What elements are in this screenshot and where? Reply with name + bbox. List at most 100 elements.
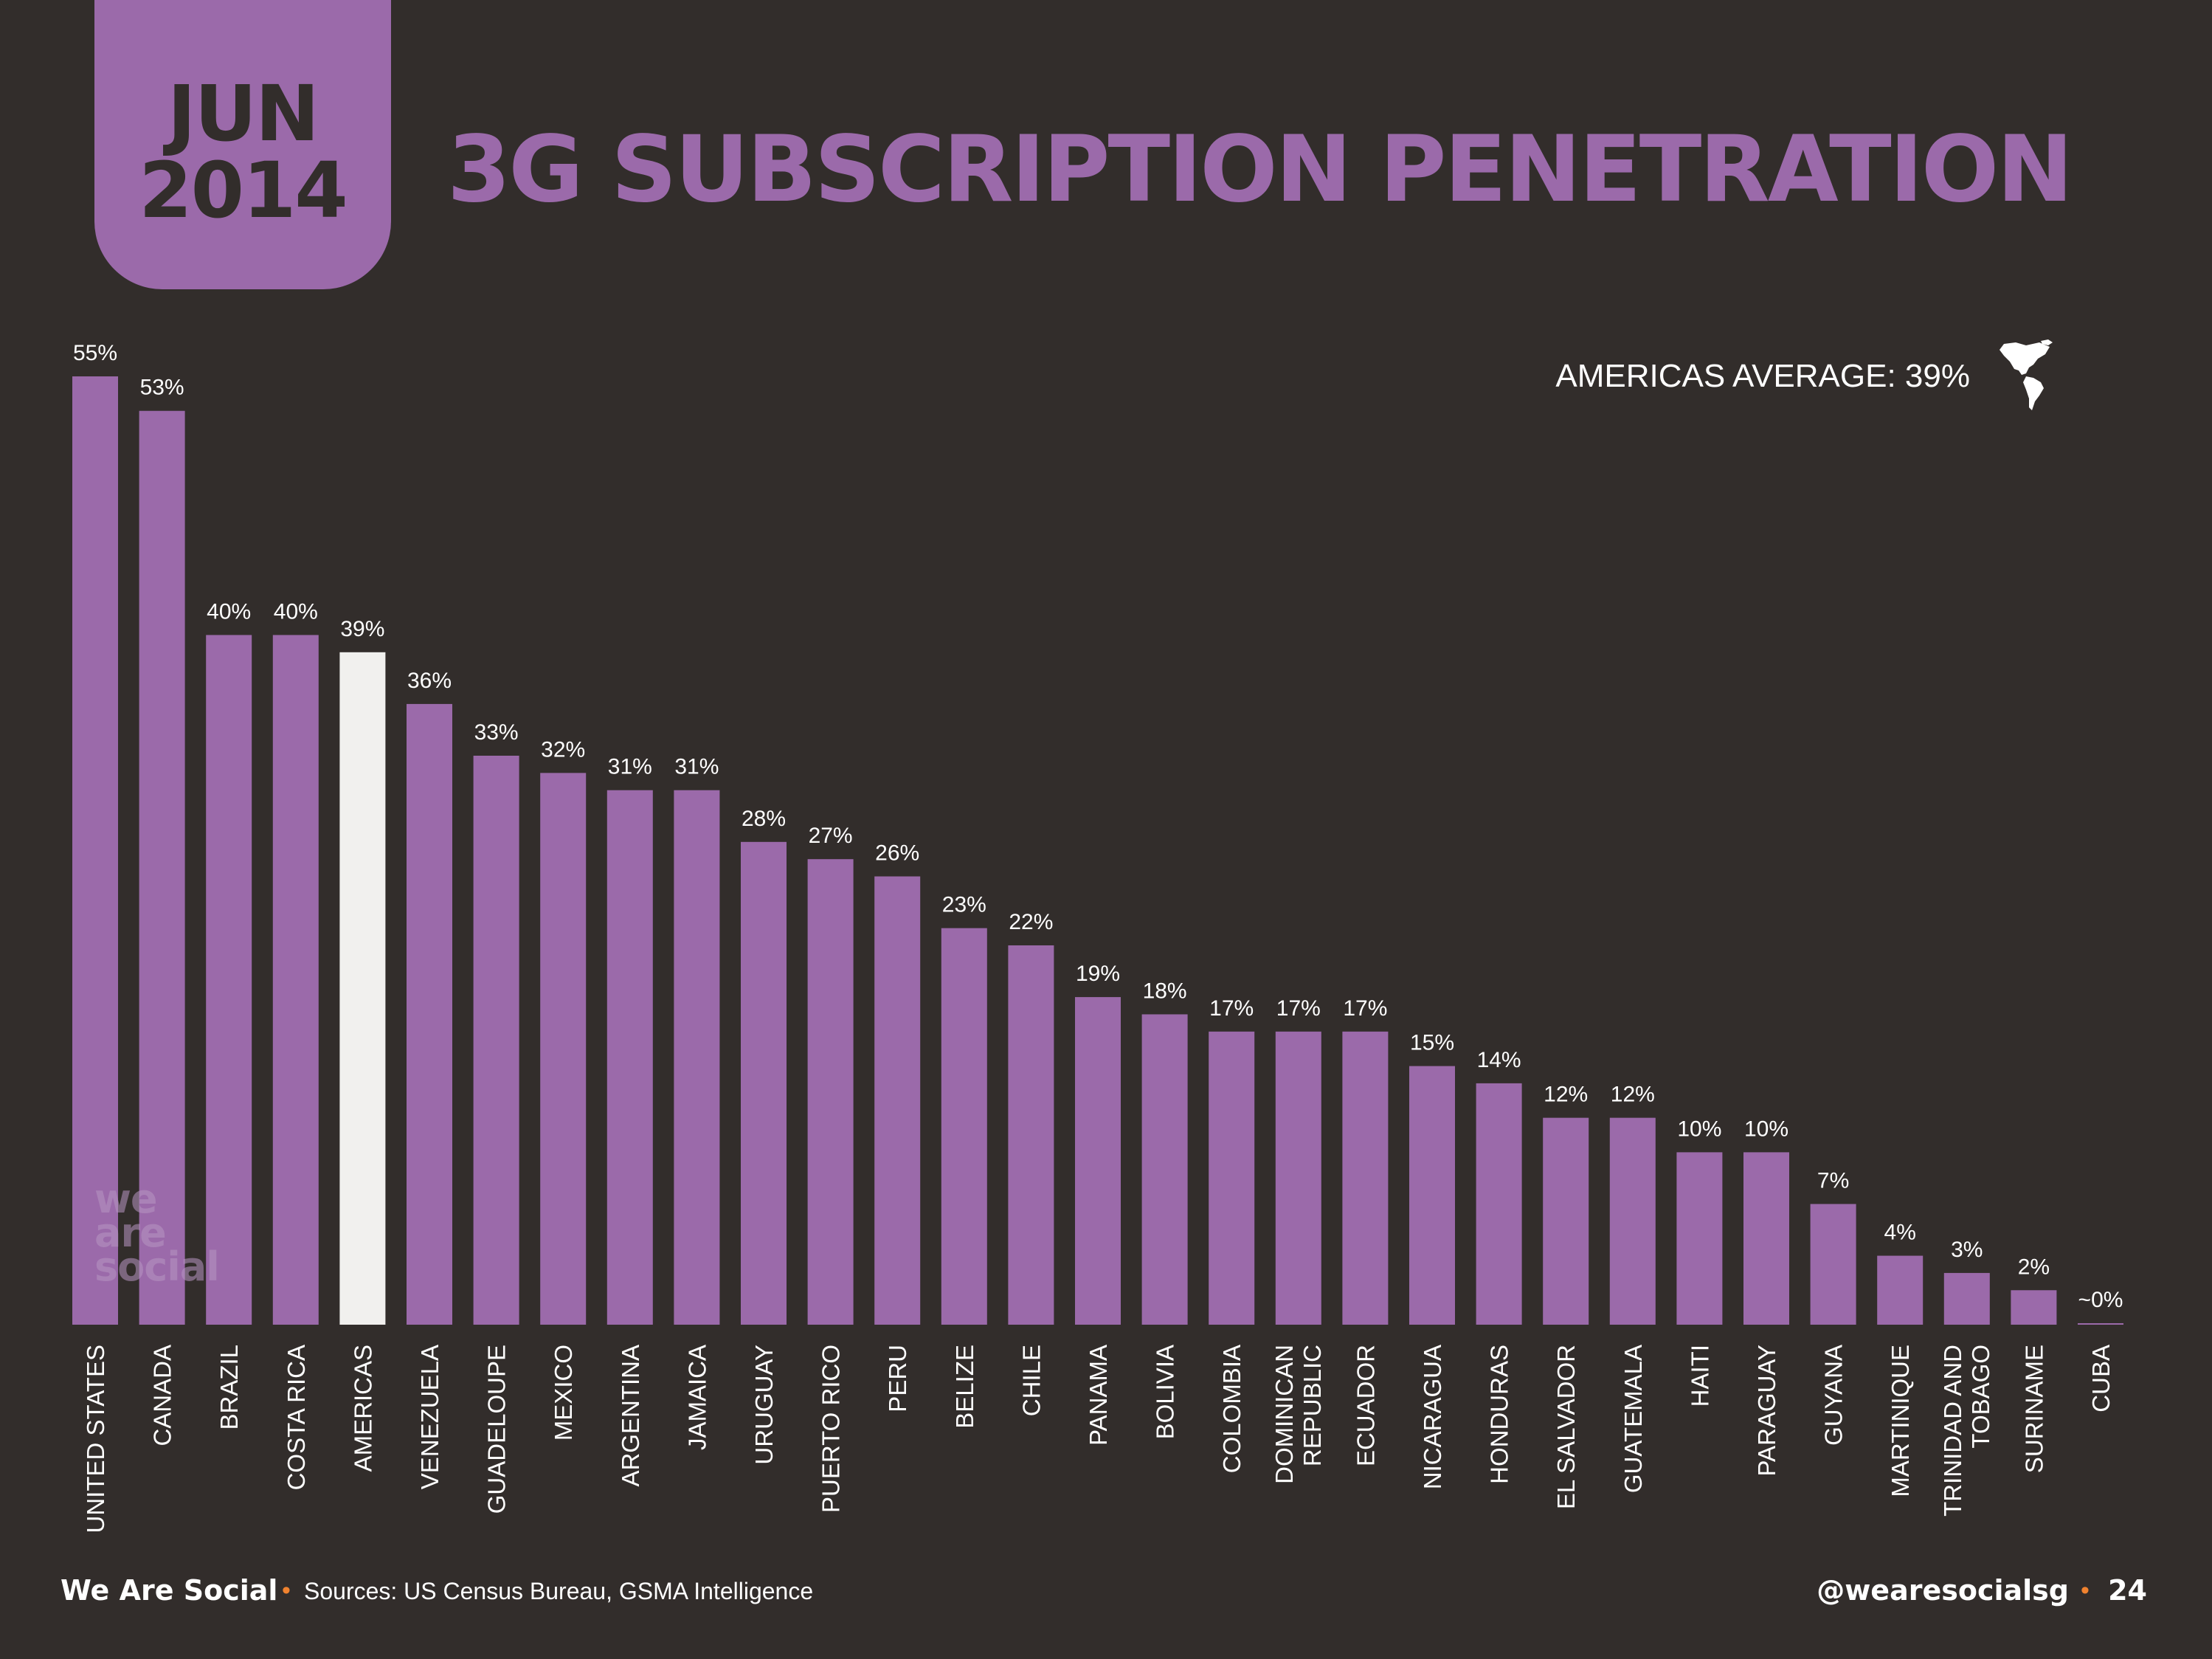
- category-label-line: URUGUAY: [750, 1345, 778, 1465]
- value-label: 4%: [1884, 1221, 1916, 1245]
- bar-americas: [339, 652, 386, 1325]
- footer-handle: @wearesocialsg: [1817, 1574, 2069, 1607]
- we-are-social-watermark: we are social: [94, 1179, 220, 1290]
- category-label: HONDURAS: [1486, 1345, 1513, 1484]
- value-label: 55%: [73, 341, 117, 365]
- category-label-line: CANADA: [149, 1345, 176, 1446]
- bar-trinidad-and-tobago: [1943, 1272, 1990, 1325]
- category-label-line: MEXICO: [550, 1345, 577, 1441]
- category-label-line: NICARAGUA: [1419, 1345, 1446, 1489]
- date-year: 2014: [139, 145, 348, 235]
- value-label: 28%: [742, 807, 786, 831]
- value-label: 33%: [474, 720, 519, 745]
- value-label: 10%: [1677, 1117, 1721, 1141]
- value-label: 14%: [1477, 1048, 1521, 1072]
- bar-belize: [941, 928, 987, 1325]
- value-label: ~0%: [2078, 1288, 2123, 1312]
- bar-guatemala: [1609, 1117, 1656, 1325]
- category-label-line: PUERTO RICO: [818, 1345, 845, 1513]
- value-label: 36%: [407, 669, 452, 693]
- category-label: AMERICAS: [349, 1345, 376, 1472]
- category-label: URUGUAY: [750, 1345, 778, 1465]
- category-label-line: MARTINIQUE: [1887, 1345, 1914, 1497]
- bar-guadeloupe: [473, 756, 519, 1325]
- value-label: 2%: [2018, 1255, 2050, 1279]
- category-label-line: TRINIDAD AND: [1939, 1345, 1966, 1517]
- category-label: GUYANA: [1820, 1345, 1848, 1446]
- category-label-line: BELIZE: [951, 1345, 978, 1429]
- category-label-line: COSTA RICA: [283, 1345, 310, 1490]
- footer-sources: Sources: US Census Bureau, GSMA Intellig…: [304, 1578, 814, 1604]
- category-label-line: DOMINICAN: [1271, 1345, 1298, 1484]
- category-label: MEXICO: [550, 1345, 577, 1441]
- category-label: PERU: [884, 1345, 911, 1413]
- category-label-line: GUATEMALA: [1620, 1345, 1647, 1493]
- category-label-line: PARAGUAY: [1753, 1345, 1780, 1477]
- separator-dot: •: [2081, 1576, 2090, 1604]
- category-label: COLOMBIA: [1218, 1345, 1245, 1473]
- date-badge: JUN 2014: [94, 0, 391, 289]
- category-label: BELIZE: [951, 1345, 978, 1429]
- category-label: GUATEMALA: [1620, 1345, 1647, 1493]
- category-label: BRAZIL: [215, 1345, 243, 1430]
- americas-map-icon: [2000, 339, 2053, 410]
- category-label: VENEZUELA: [416, 1345, 443, 1489]
- value-label: 26%: [875, 841, 919, 866]
- category-label: JAMAICA: [683, 1345, 711, 1450]
- bar-cuba: [2078, 1323, 2123, 1325]
- bar-jamaica: [674, 790, 720, 1325]
- category-label: NICARAGUA: [1419, 1345, 1446, 1489]
- value-label: 15%: [1410, 1031, 1454, 1055]
- value-label: 17%: [1209, 996, 1254, 1021]
- bar-el-salvador: [1543, 1117, 1589, 1325]
- category-label: PUERTO RICO: [818, 1345, 845, 1513]
- separator-dot: •: [282, 1576, 291, 1604]
- value-label: 10%: [1744, 1117, 1788, 1141]
- category-label-line: PERU: [884, 1345, 911, 1413]
- category-label: HAITI: [1686, 1345, 1713, 1407]
- category-label-line: VENEZUELA: [416, 1345, 443, 1489]
- category-label: ECUADOR: [1352, 1345, 1379, 1466]
- category-label-line: CHILE: [1017, 1345, 1045, 1416]
- bar-honduras: [1476, 1083, 1522, 1325]
- category-label-line: BOLIVIA: [1152, 1345, 1179, 1439]
- category-label: CHILE: [1017, 1345, 1045, 1416]
- bar-argentina: [606, 790, 653, 1325]
- category-label: PARAGUAY: [1753, 1345, 1780, 1477]
- watermark-line: social: [94, 1244, 220, 1290]
- bar-haiti: [1676, 1152, 1723, 1325]
- value-label: 39%: [340, 617, 384, 641]
- category-label-line: REPUBLIC: [1299, 1345, 1326, 1466]
- page-number: 24: [2108, 1574, 2147, 1607]
- value-label: 40%: [207, 599, 251, 624]
- category-label-line: PANAMA: [1085, 1345, 1112, 1446]
- category-label: ARGENTINA: [617, 1345, 644, 1487]
- category-label: DOMINICAN REPUBLIC: [1271, 1345, 1326, 1484]
- category-label-line: AMERICAS: [349, 1345, 376, 1472]
- category-label-line: ECUADOR: [1352, 1345, 1379, 1466]
- bar-uruguay: [741, 841, 787, 1325]
- bar-chile: [1008, 945, 1054, 1325]
- bar-united-states: [72, 376, 118, 1325]
- bar-colombia: [1209, 1031, 1255, 1325]
- category-label: PANAMA: [1085, 1345, 1112, 1446]
- category-label: CUBA: [2087, 1345, 2115, 1413]
- category-label-line: BRAZIL: [215, 1345, 243, 1430]
- category-label: BOLIVIA: [1152, 1345, 1179, 1439]
- bar-guyana: [1810, 1204, 1856, 1325]
- bar-brazil: [206, 635, 252, 1325]
- bar-puerto-rico: [807, 859, 854, 1325]
- bar-venezuela: [407, 703, 452, 1325]
- category-label: EL SALVADOR: [1552, 1345, 1580, 1509]
- bar-costa-rica: [272, 635, 319, 1325]
- value-label: 18%: [1143, 979, 1187, 1003]
- value-label: 27%: [809, 824, 853, 848]
- category-label: COSTA RICA: [283, 1345, 310, 1490]
- value-label: 32%: [541, 737, 585, 762]
- bar-ecuador: [1342, 1031, 1389, 1325]
- value-label: 19%: [1076, 962, 1120, 986]
- category-label-line: ARGENTINA: [617, 1345, 644, 1487]
- value-label: 17%: [1276, 996, 1321, 1021]
- date-month: JUN: [167, 69, 319, 159]
- category-label-line: CUBA: [2087, 1345, 2115, 1413]
